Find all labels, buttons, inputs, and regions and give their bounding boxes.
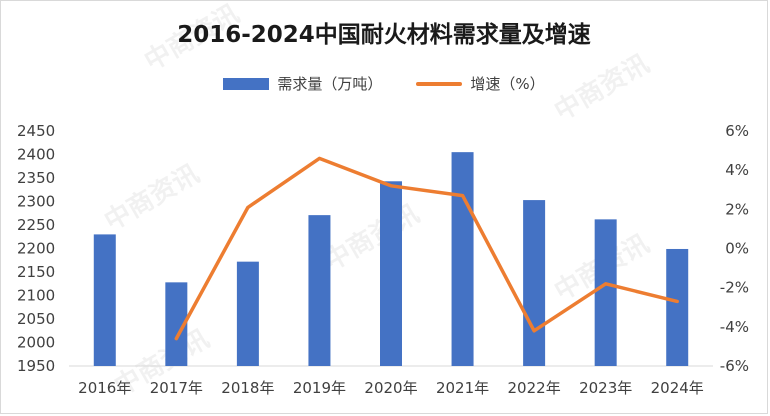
y-left-tick-label: 2400 — [17, 146, 55, 164]
y-right-tick-label: -6% — [720, 357, 749, 375]
y-left-tick-label: 2050 — [17, 310, 55, 328]
growth-line — [174, 156, 679, 341]
x-tick-label: 2022年 — [508, 379, 561, 397]
bar — [523, 200, 546, 366]
x-tick-label: 2016年 — [78, 379, 131, 397]
x-tick-label: 2017年 — [150, 379, 203, 397]
bar — [451, 152, 474, 366]
y-right-tick-label: 0% — [725, 240, 749, 258]
bar — [308, 215, 331, 366]
bar — [666, 248, 689, 366]
y-left-tick-label: 2100 — [17, 287, 55, 305]
x-tick-label: 2021年 — [436, 379, 489, 397]
y-left-tick-label: 2300 — [17, 193, 55, 211]
legend-item-bar: 需求量（万吨） — [223, 73, 382, 94]
y-left-tick-label: 2450 — [17, 122, 55, 140]
bar — [380, 181, 402, 366]
y-right-tick-label: 2% — [725, 200, 749, 218]
watermark-text: 中商资讯 — [319, 198, 425, 277]
y-left-tick-label: 1950 — [17, 357, 55, 375]
x-tick-label: 2020年 — [364, 379, 417, 397]
x-tick-label: 2019年 — [293, 379, 346, 397]
y-left-tick-label: 2350 — [17, 169, 55, 187]
x-tick-label: 2024年 — [651, 379, 704, 397]
x-tick-label: 2018年 — [221, 379, 274, 397]
y-right-tick-label: 6% — [725, 122, 749, 140]
watermark-text: 中商资讯 — [549, 48, 655, 127]
bar — [165, 282, 188, 366]
legend-line-label: 增速（%） — [470, 75, 545, 93]
watermark-text: 中商资讯 — [99, 158, 205, 237]
y-right-tick-label: 4% — [725, 161, 749, 179]
legend-bar-swatch — [223, 77, 270, 90]
bar — [594, 219, 617, 366]
y-left-tick-label: 2200 — [17, 240, 55, 258]
y-left-tick-label: 2000 — [17, 334, 55, 352]
y-left-tick-label: 2250 — [17, 216, 55, 234]
y-right-tick-label: -2% — [720, 279, 749, 297]
legend: 需求量（万吨） 增速（%） — [1, 73, 767, 94]
watermark-text: 中商资讯 — [139, 1, 245, 77]
bar — [236, 261, 259, 366]
y-left-tick-label: 2150 — [17, 263, 55, 281]
x-tick-label: 2023年 — [579, 379, 632, 397]
bar — [93, 234, 116, 366]
legend-bar-label: 需求量（万吨） — [277, 75, 383, 93]
legend-line-swatch — [416, 81, 463, 86]
legend-item-line: 增速（%） — [416, 73, 545, 94]
chart-title: 2016-2024中国耐火材料需求量及增速 — [177, 22, 591, 48]
y-right-tick-label: -4% — [720, 318, 749, 336]
